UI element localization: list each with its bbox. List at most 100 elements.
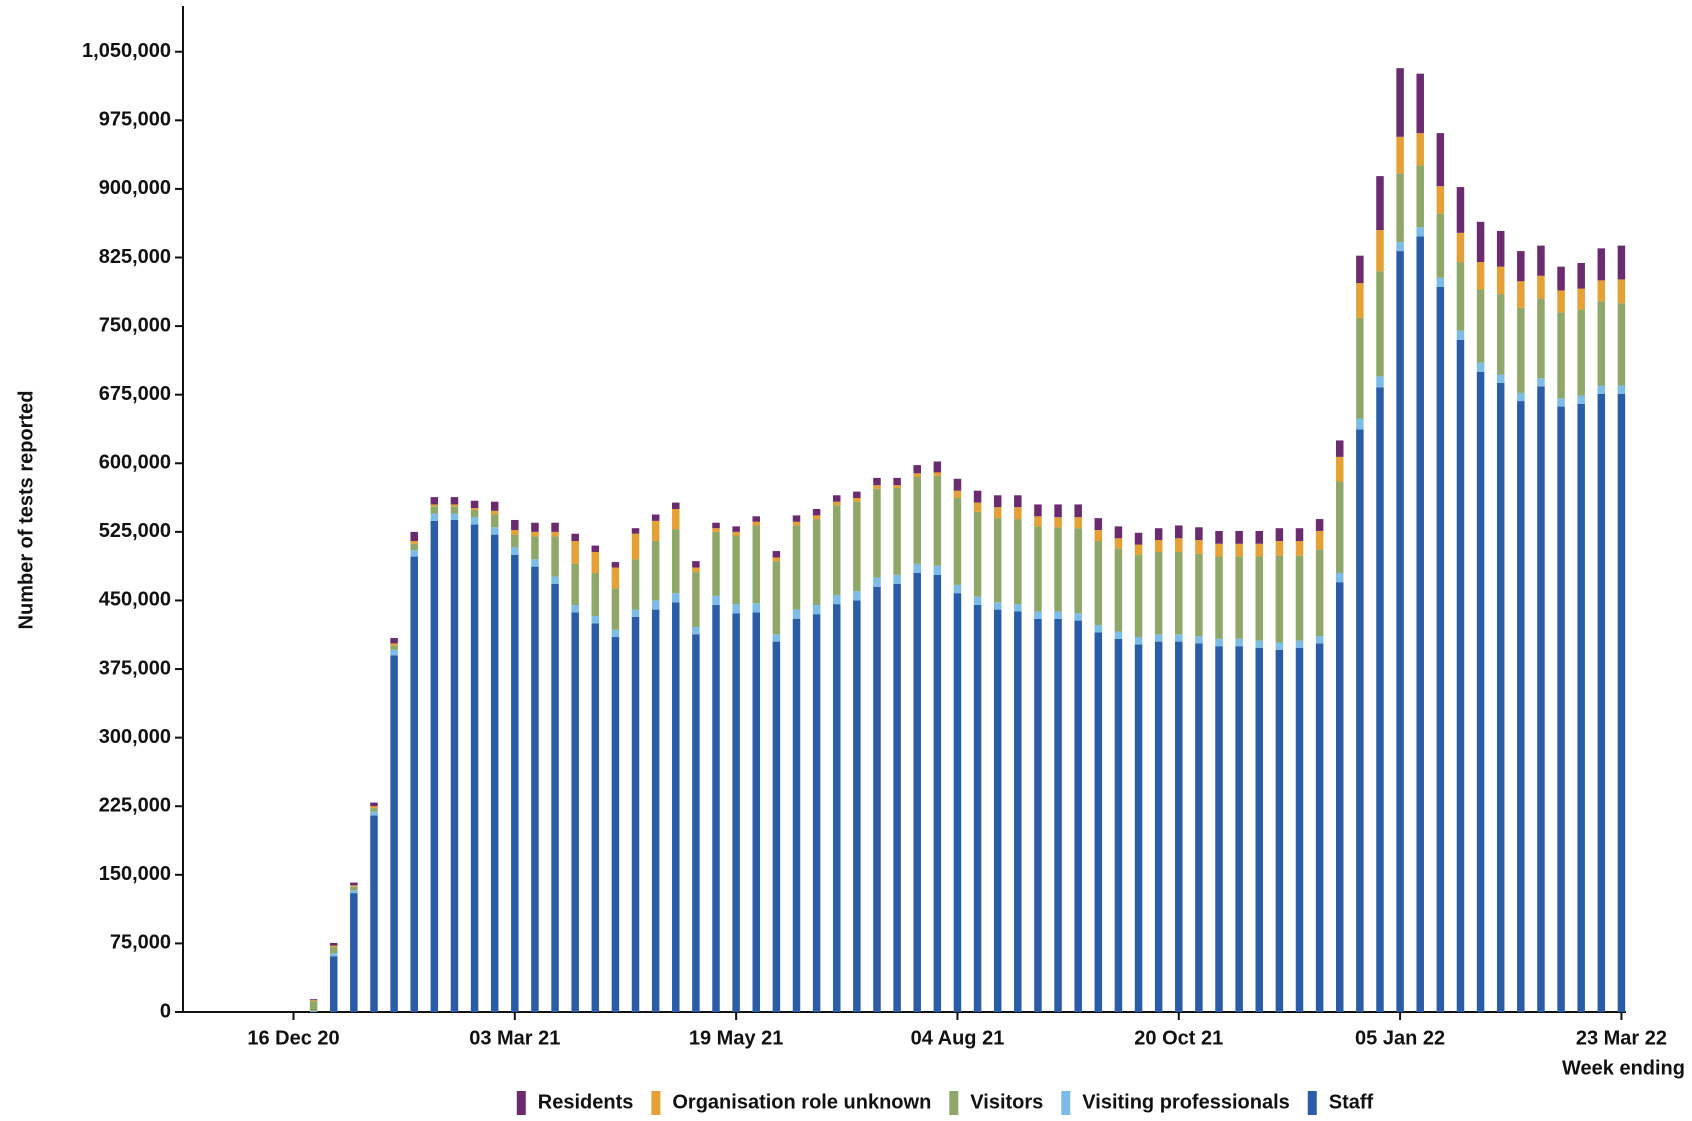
bar-segment bbox=[1154, 551, 1163, 635]
bar-segment bbox=[853, 491, 861, 499]
bar-segment bbox=[913, 476, 921, 564]
bar-segment bbox=[1235, 530, 1243, 544]
bar-segment bbox=[1416, 165, 1424, 228]
legend-swatch bbox=[651, 1091, 661, 1115]
bar-segment bbox=[350, 882, 358, 886]
bar-segment bbox=[1557, 290, 1565, 313]
bar-segment bbox=[390, 637, 398, 644]
bar-segment bbox=[309, 999, 318, 1001]
bar-segment bbox=[470, 524, 479, 1012]
bar-segment bbox=[1034, 516, 1042, 527]
bar-segment bbox=[511, 554, 519, 1012]
bar-segment bbox=[772, 557, 781, 562]
bar-segment bbox=[1255, 556, 1264, 641]
bar-segment bbox=[1537, 245, 1545, 276]
bar-segment bbox=[390, 655, 398, 1012]
bar-segment bbox=[1356, 317, 1364, 419]
legend-swatch bbox=[1307, 1091, 1317, 1115]
bar-segment bbox=[470, 517, 479, 525]
bar-segment bbox=[853, 591, 861, 601]
bar-segment bbox=[1154, 540, 1163, 552]
bar-segment bbox=[450, 504, 459, 507]
bar-segment bbox=[1074, 528, 1082, 614]
bar-segment bbox=[953, 478, 962, 491]
bar-segment bbox=[1476, 371, 1485, 1012]
bar-segment bbox=[309, 1000, 318, 1002]
bar-segment bbox=[651, 600, 660, 610]
x-tick-label: 05 Jan 22 bbox=[1355, 1027, 1445, 1049]
bar-segment bbox=[692, 626, 700, 635]
bar-segment bbox=[1517, 307, 1525, 393]
bar-segment bbox=[1054, 504, 1062, 518]
bar-segment bbox=[712, 531, 720, 596]
bar-segment bbox=[1134, 532, 1143, 545]
bar-segment bbox=[692, 561, 700, 568]
bar-segment bbox=[1014, 507, 1022, 520]
bar-segment bbox=[853, 600, 861, 1012]
y-tick-label: 75,000 bbox=[110, 932, 171, 954]
bar-segment bbox=[1054, 618, 1062, 1012]
bar-segment bbox=[732, 535, 740, 605]
bar-segment bbox=[1517, 251, 1525, 282]
legend-label: Residents bbox=[538, 1091, 634, 1113]
bar-segment bbox=[1597, 248, 1606, 281]
bar-segment bbox=[329, 942, 338, 946]
bar-segment bbox=[893, 477, 901, 486]
bar-segment bbox=[953, 498, 962, 585]
bar-segment bbox=[1034, 504, 1042, 517]
x-tick-label: 19 May 21 bbox=[689, 1027, 784, 1049]
bar-segment bbox=[913, 473, 921, 477]
bar-segment bbox=[370, 808, 378, 812]
bar-segment bbox=[1557, 398, 1565, 407]
bar-segment bbox=[551, 522, 559, 532]
bar-segment bbox=[1114, 538, 1123, 549]
y-tick-label: 150,000 bbox=[99, 863, 171, 885]
bar-segment bbox=[1215, 543, 1223, 557]
bar-segment bbox=[1335, 481, 1344, 574]
legend-swatch bbox=[516, 1091, 526, 1115]
bar-segment bbox=[1175, 525, 1183, 539]
y-tick-label: 600,000 bbox=[99, 452, 171, 474]
bar-segment bbox=[1537, 378, 1545, 387]
bar-segment bbox=[933, 565, 942, 575]
y-tick-label: 750,000 bbox=[99, 314, 171, 336]
bar-segment bbox=[1517, 281, 1525, 308]
bar-segment bbox=[672, 509, 680, 530]
bar-segment bbox=[1014, 495, 1022, 508]
y-tick-label: 675,000 bbox=[99, 383, 171, 405]
bar-segment bbox=[370, 806, 378, 809]
bar-segment bbox=[752, 612, 761, 1012]
bar-segment bbox=[1175, 641, 1183, 1012]
bar-segment bbox=[1356, 418, 1364, 430]
bar-segment bbox=[1597, 280, 1606, 302]
legend-swatch bbox=[1061, 1091, 1071, 1115]
bar-segment bbox=[591, 545, 600, 552]
bar-segment bbox=[1456, 339, 1465, 1012]
bar-segment bbox=[1376, 376, 1384, 388]
bar-segment bbox=[1396, 251, 1404, 1013]
bar-segment bbox=[651, 541, 660, 601]
bar-segment bbox=[1476, 262, 1485, 290]
bar-segment bbox=[1577, 309, 1585, 396]
bar-segment bbox=[1376, 176, 1384, 231]
bar-segment bbox=[772, 641, 781, 1012]
bar-segment bbox=[571, 541, 579, 564]
bar-segment bbox=[1617, 393, 1626, 1012]
bar-segment bbox=[1094, 541, 1103, 626]
bar-segment bbox=[350, 893, 358, 1012]
bar-segment bbox=[1014, 611, 1022, 1012]
bar-segment bbox=[893, 583, 901, 1012]
bar-segment bbox=[611, 629, 620, 638]
bar-segment bbox=[1315, 643, 1324, 1012]
bar-segment bbox=[1577, 395, 1585, 404]
bar-segment bbox=[993, 609, 1002, 1012]
bar-segment bbox=[973, 511, 982, 597]
bar-segment bbox=[812, 605, 821, 615]
bar-segment bbox=[611, 588, 620, 630]
y-tick-label: 300,000 bbox=[99, 726, 171, 748]
bar-segment bbox=[1034, 618, 1042, 1012]
bar-segment bbox=[973, 596, 982, 606]
bar-segment bbox=[410, 550, 418, 557]
bar-segment bbox=[1396, 68, 1404, 137]
